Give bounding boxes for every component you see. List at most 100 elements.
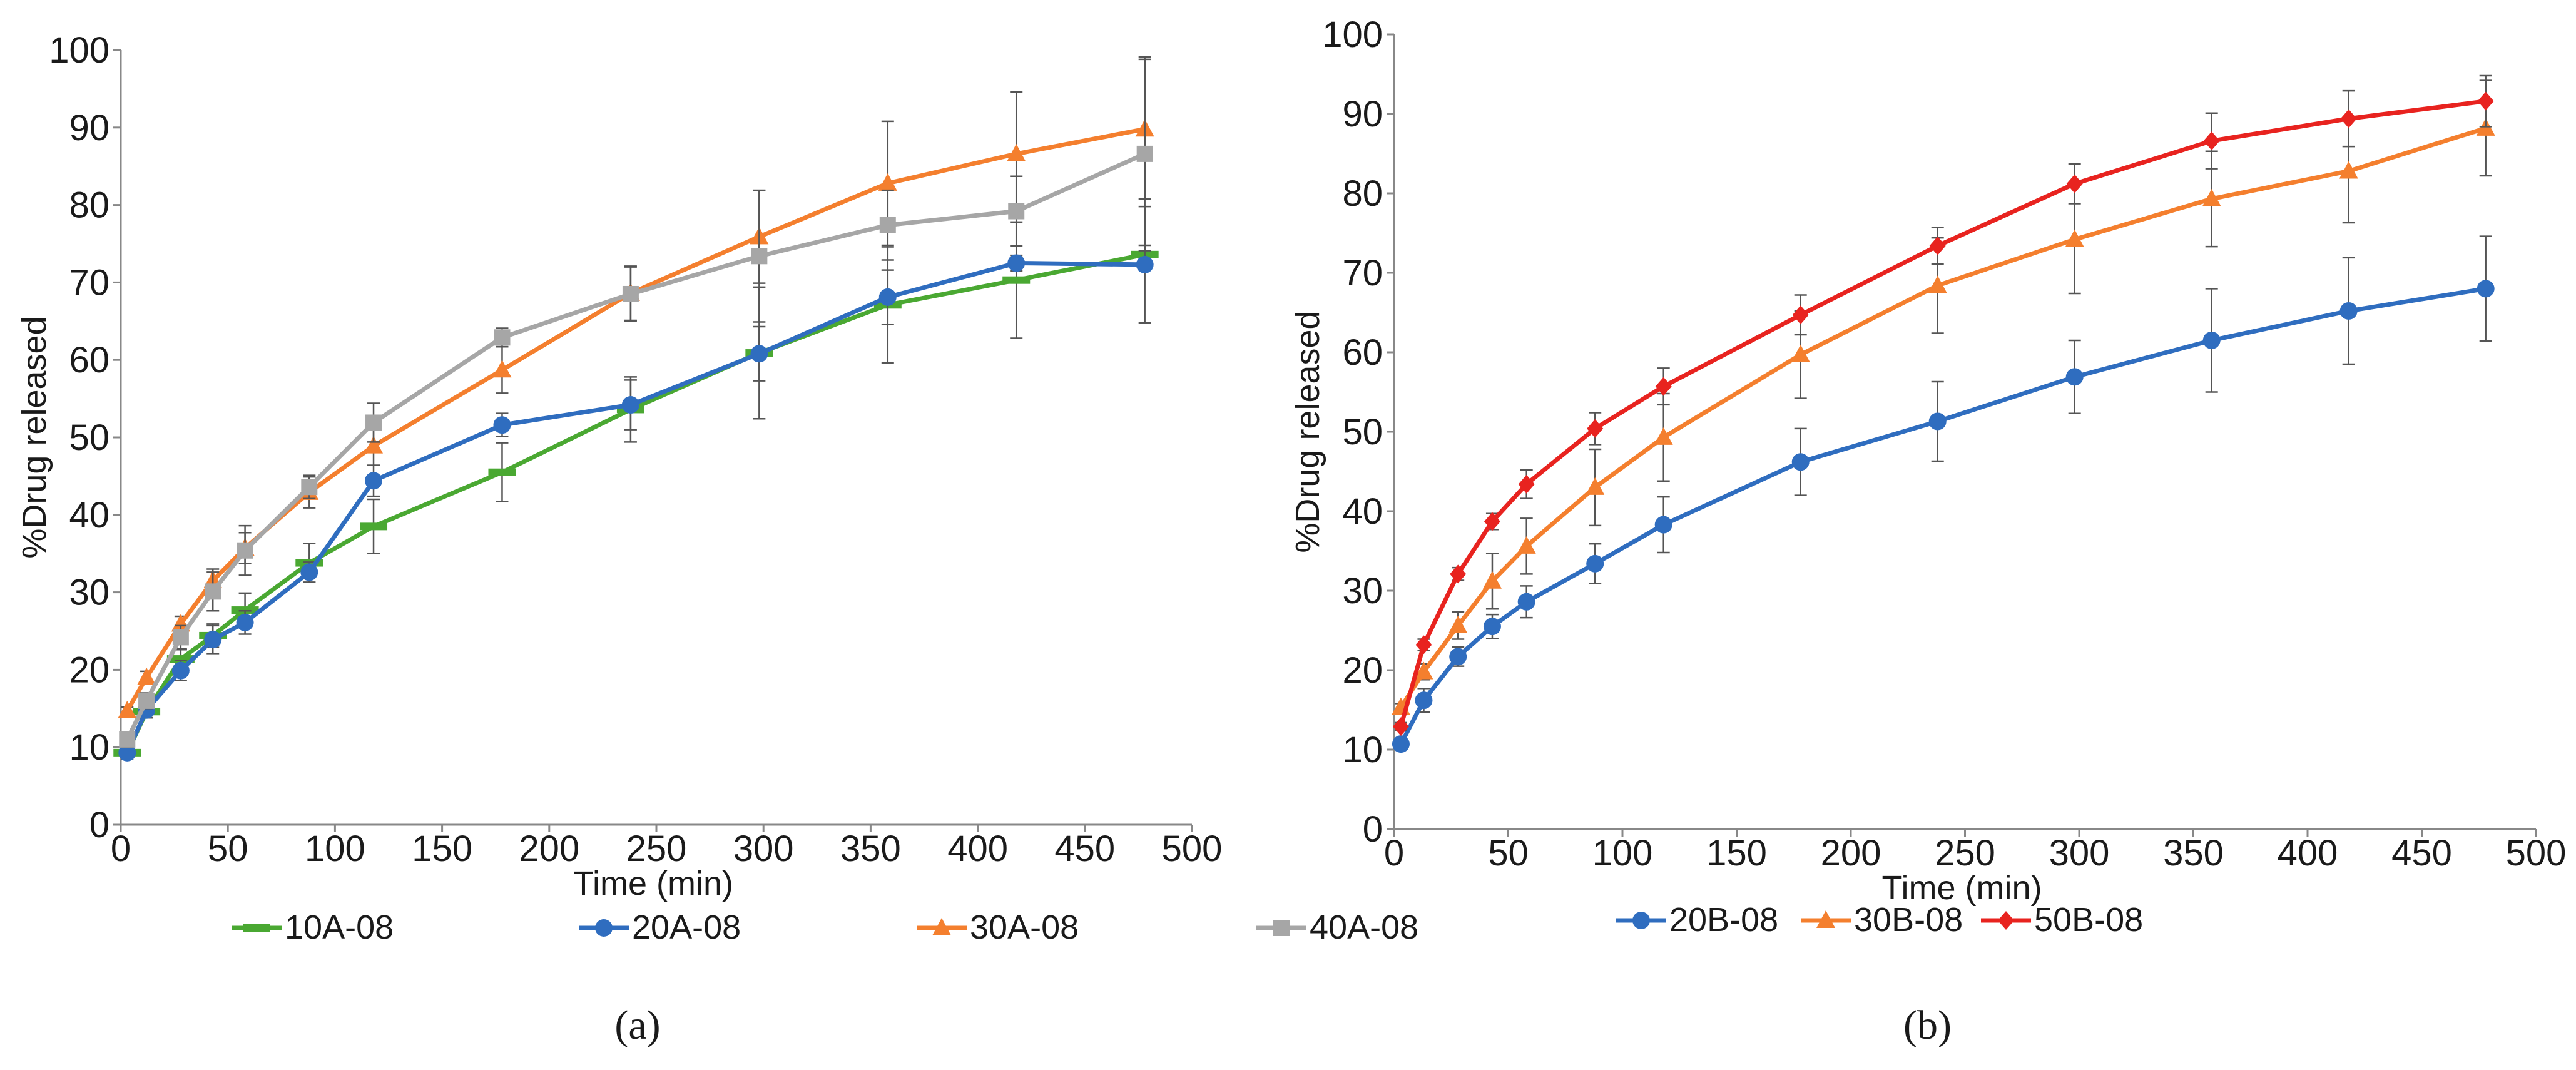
data-point [1483, 618, 1501, 636]
legend-label: 30A-08 [970, 909, 1079, 946]
data-point [365, 414, 382, 431]
x-tick-label: 0 [1384, 833, 1404, 874]
legend: 10A-08 20A-08 30A-08 40A-08 [232, 909, 1418, 946]
panel-label: (a) [614, 1002, 660, 1048]
legend-item: 40A-08 [1256, 909, 1418, 946]
axes: 0 10 20 30 40 50 60 70 80 90 100 0 50 100 150 200 250 300… [16, 30, 1222, 902]
y-tick-label: 60 [1342, 332, 1383, 373]
data-point [750, 345, 768, 363]
data-point [364, 436, 384, 454]
legend-item: 20A-08 [579, 909, 741, 946]
series-line [125, 151, 1146, 741]
y-tick-label: 20 [1342, 650, 1383, 691]
data-point [172, 629, 189, 646]
y-tick-label: 70 [1342, 253, 1383, 293]
data-point [1392, 717, 1409, 736]
data-point [622, 285, 639, 302]
x-tick-label: 500 [1162, 828, 1223, 869]
legend-label: 40A-08 [1310, 909, 1418, 946]
data-point [1482, 571, 1502, 589]
legend-label: 50B-08 [2034, 901, 2143, 939]
data-point [360, 522, 388, 531]
series-10A-08 [113, 221, 1159, 758]
data-point [492, 360, 512, 378]
data-point [2477, 91, 2494, 111]
panel-label: (b) [1903, 1002, 1952, 1048]
y-tick-label: 30 [1342, 571, 1383, 611]
series-line [125, 252, 1146, 754]
y-tick-label: 90 [69, 108, 109, 148]
legend-label: 20B-08 [1669, 901, 1778, 939]
legend-marker [243, 924, 270, 932]
data-point [1518, 474, 1535, 494]
x-tick-label: 350 [840, 828, 901, 869]
x-axis-title: Time (min) [573, 865, 733, 902]
data-point [2477, 280, 2495, 298]
x-tick-label: 400 [947, 828, 1008, 869]
data-point [1791, 344, 1810, 362]
series-30A-08 [118, 58, 1154, 719]
data-point [138, 692, 155, 709]
data-point [204, 631, 222, 649]
data-point [2202, 188, 2221, 206]
data-point [301, 479, 318, 496]
data-point [1450, 564, 1467, 584]
data-point [171, 661, 190, 680]
legend-marker [1273, 920, 1290, 936]
data-point [1517, 593, 1535, 611]
data-point [2066, 174, 2083, 193]
data-point [236, 613, 254, 631]
x-tick-label: 200 [1821, 833, 1881, 874]
series-20B-08 [1392, 235, 2495, 753]
series-40A-08 [119, 56, 1153, 748]
legend-label: 30B-08 [1854, 901, 1963, 939]
data-point [751, 248, 768, 265]
y-tick-label: 100 [1322, 14, 1383, 55]
data-point [118, 701, 137, 719]
data-point [1007, 143, 1026, 161]
data-point [1414, 661, 1433, 680]
y-tick-label: 0 [1363, 809, 1383, 850]
series-line [125, 260, 1145, 754]
data-point [1928, 412, 1947, 431]
legend-item: 30B-08 [1801, 901, 1963, 939]
x-axis-title: Time (min) [1882, 869, 2042, 907]
series-20A-08 [118, 205, 1154, 762]
data-point [2203, 131, 2220, 151]
legend-marker [932, 918, 951, 935]
data-point [205, 583, 221, 600]
y-tick-label: 40 [1342, 491, 1383, 532]
legend-item: 20B-08 [1616, 901, 1778, 939]
legend-label: 10A-08 [285, 909, 394, 946]
legend-marker [1632, 912, 1650, 929]
x-tick-label: 500 [2506, 833, 2567, 874]
data-point [878, 173, 897, 191]
x-tick-label: 300 [2049, 833, 2110, 874]
chart-panel-b: 0 10 20 30 40 50 60 70 80 90 100 0 50 100 150 200 250 300… [1289, 14, 2566, 1048]
x-tick-label: 450 [1054, 828, 1115, 869]
legend-item: 30A-08 [917, 909, 1079, 946]
y-tick-label: 10 [69, 727, 109, 768]
data-point [1002, 276, 1031, 284]
y-axis-title: %Drug released [1289, 310, 1326, 553]
data-point [1449, 648, 1467, 666]
y-tick-label: 30 [69, 573, 109, 613]
data-point [1586, 477, 1605, 495]
data-point [1136, 255, 1154, 273]
data-point [300, 563, 318, 581]
x-tick-label: 50 [208, 828, 248, 869]
y-axis-title: %Drug released [16, 316, 53, 558]
data-point [1928, 275, 1947, 293]
series-30B-08 [1391, 79, 2495, 715]
data-point [1517, 536, 1536, 554]
y-tick-label: 70 [69, 262, 109, 303]
y-tick-label: 100 [49, 30, 109, 71]
data-point [118, 743, 136, 762]
data-point [1655, 377, 1672, 396]
data-point [166, 655, 195, 663]
legend-item: 10A-08 [232, 909, 394, 946]
data-point [1587, 419, 1604, 438]
legend: 20B-08 30B-08 50B-08 [1616, 901, 2143, 939]
